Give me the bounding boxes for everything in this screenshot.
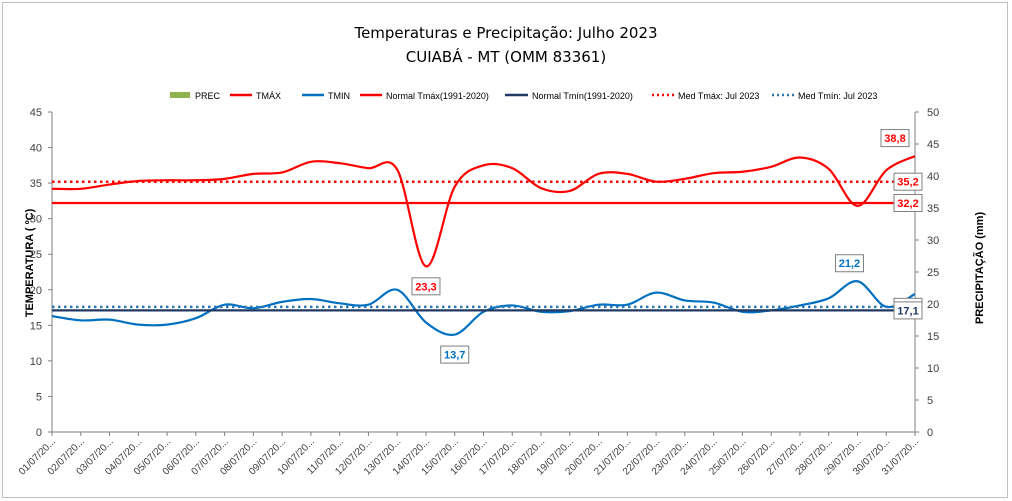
y2-tick-label: 50	[927, 107, 939, 119]
legend-swatch-prec	[170, 92, 190, 98]
y2-tick-label: 45	[927, 139, 939, 151]
y-tick-label: 40	[30, 143, 42, 155]
annotation-label: 21,2	[839, 258, 860, 270]
y-tick-label: 5	[36, 391, 42, 403]
annotations: 38,835,232,223,321,217,617,113,7	[411, 129, 923, 364]
annotation-label: 38,8	[884, 133, 905, 145]
annotation-label: 32,2	[897, 198, 918, 210]
annotation-box	[440, 345, 470, 364]
y2-tick-label: 0	[927, 427, 933, 439]
y-axis-label: TEMPERATURA ( ºC)	[24, 208, 36, 317]
legend: PREC TMÁX TMIN Normal Tmáx(1991-2020) No…	[170, 91, 877, 101]
series-group	[51, 155, 916, 336]
y-tick-label: 0	[36, 427, 42, 439]
y-tick-label: 15	[30, 320, 42, 332]
legend-label-med-tmin: Med Tmín: Jul 2023	[798, 91, 877, 101]
y-tick-label: 25	[30, 249, 42, 261]
y-tick-label: 45	[30, 107, 42, 119]
annotation-box	[893, 172, 923, 191]
annotation-box	[893, 301, 923, 320]
chart-subtitle: CUIABÁ - MT (OMM 83361)	[406, 47, 606, 66]
annotation-label: 23,3	[415, 281, 436, 293]
legend-label-normal-tmin: Normal Tmín(1991-2020)	[532, 91, 633, 101]
y2-tick-label: 35	[927, 203, 939, 215]
annotation-box	[411, 277, 441, 296]
legend-label-normal-tmax: Normal Tmáx(1991-2020)	[386, 91, 489, 101]
y2-tick-label: 15	[927, 331, 939, 343]
legend-label-tmax: TMÁX	[256, 91, 281, 101]
y2-tick-label: 5	[927, 395, 933, 407]
annotation-box	[834, 254, 864, 273]
y2-tick-label: 25	[927, 267, 939, 279]
y2-tick-label: 10	[927, 363, 939, 375]
annotation-label: 35,2	[897, 177, 918, 189]
axes: 0510152025303540450510152025303540455001…	[17, 107, 939, 478]
legend-label-med-tmax: Med Tmáx: Jul 2023	[678, 91, 759, 101]
y-tick-label: 35	[30, 178, 42, 190]
y2-tick-label: 40	[927, 171, 939, 183]
annotation-box	[880, 129, 910, 148]
annotation-box	[893, 194, 923, 213]
y-tick-label: 20	[30, 285, 42, 297]
series-line-tm-x	[51, 155, 916, 268]
y2-tick-label: 20	[927, 299, 939, 311]
annotation-label: 13,7	[444, 350, 465, 362]
chart-title: Temperaturas e Precipitação: Julho 2023	[353, 24, 657, 42]
annotation-label: 17,1	[897, 305, 918, 317]
y2-tick-label: 30	[927, 235, 939, 247]
y2-axis-label: PRECIPITAÇÃO (mm)	[973, 212, 986, 325]
y-tick-label: 10	[30, 356, 42, 368]
legend-label-prec: PREC	[195, 91, 221, 101]
legend-label-tmin: TMIN	[328, 91, 350, 101]
y-tick-label: 30	[30, 214, 42, 226]
